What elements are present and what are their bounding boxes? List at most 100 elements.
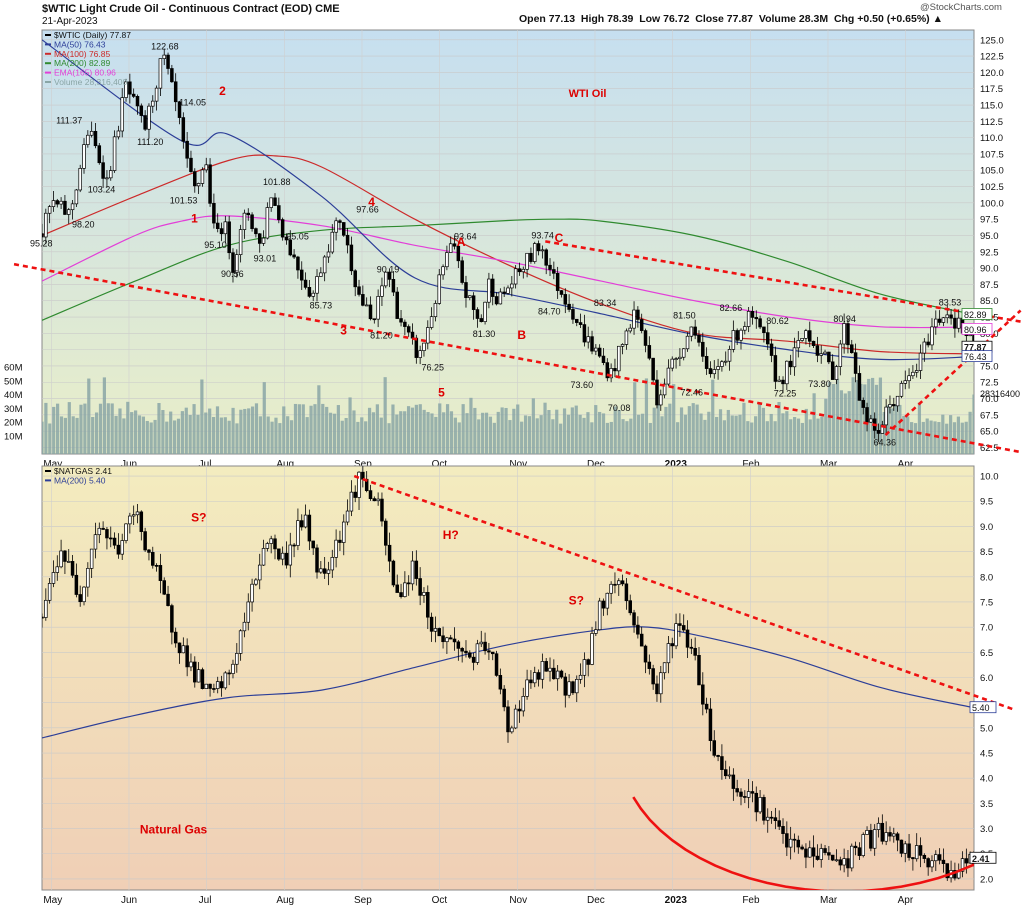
gas-candle-body — [422, 592, 426, 596]
volume-bar — [812, 393, 816, 454]
gas-candle-body — [429, 616, 434, 632]
volume-bar — [566, 414, 571, 454]
oil-candle-body — [231, 252, 235, 273]
oil-x-tick-label: Feb — [742, 459, 760, 470]
gas-candle-body — [548, 667, 552, 672]
gas-candle-body — [643, 645, 648, 663]
gas-candle-body — [448, 637, 453, 640]
oil-candle-body — [605, 362, 610, 379]
volume-bar — [555, 409, 559, 454]
volume-bar — [551, 419, 555, 454]
oil-y-tick-label: 115.0 — [980, 101, 1003, 112]
volume-bar — [512, 408, 516, 454]
gas-candle-body — [109, 537, 113, 540]
volume-bar — [913, 423, 918, 454]
gas-candle-body — [704, 703, 709, 710]
volume-bar — [722, 420, 727, 454]
volume-bar — [586, 412, 590, 454]
oil-candle-body — [723, 360, 728, 363]
chart-header: $WTIC Light Crude Oil - Continuous Contr… — [0, 0, 1024, 30]
oil-candle-body — [536, 243, 541, 252]
oil-candle-body — [330, 231, 335, 253]
gas-candle-body — [208, 683, 212, 689]
volume-bar — [426, 412, 430, 454]
volume-bar — [422, 409, 426, 454]
volume-bar — [375, 404, 379, 454]
gas-candle-body — [701, 684, 705, 705]
volume-bar — [410, 407, 415, 454]
volume-bar — [937, 422, 941, 454]
gas-y-tick-label: 8.5 — [980, 547, 993, 558]
oil-candle-body — [334, 220, 338, 233]
oil-candle-body — [143, 115, 147, 130]
gas-candle-body — [212, 688, 216, 690]
oil-candle-body — [926, 341, 930, 346]
gas-candle-body — [555, 670, 560, 680]
gas-candle-body — [582, 659, 587, 676]
volume-bar — [83, 403, 87, 454]
oil-candle-body — [670, 358, 674, 369]
gas-candle-body — [124, 523, 128, 541]
volume-bar — [605, 422, 610, 454]
gas-x-tick-label: Mar — [820, 895, 838, 906]
gas-y-tick-label: 9.0 — [980, 522, 993, 533]
oil-x-tick-label: Jul — [199, 459, 212, 470]
volume-bar — [219, 417, 223, 454]
volume-bar — [91, 417, 95, 454]
gas-candle-body — [395, 584, 399, 593]
gas-candle-body — [792, 838, 797, 841]
oil-candle-body — [941, 317, 946, 323]
volume-bar — [859, 383, 863, 454]
oil-candle-body — [498, 291, 503, 305]
oil-candle-body — [338, 220, 342, 223]
volume-bar — [652, 407, 656, 454]
volume-bar — [504, 407, 508, 454]
gas-candle-body — [273, 538, 277, 550]
oil-candle-body — [727, 349, 732, 362]
oil-price-label: 72.25 — [774, 389, 797, 399]
gas-candle-body — [345, 510, 350, 523]
volume-bar — [114, 415, 118, 454]
gas-candle-body — [147, 549, 151, 553]
gas-candle-body — [659, 672, 663, 695]
volume-bar — [871, 377, 875, 454]
gas-candle-body — [158, 565, 163, 581]
volume-bar — [477, 419, 481, 454]
volume-bar — [886, 405, 890, 454]
gas-candle-body — [59, 550, 63, 568]
gas-candle-body — [678, 623, 682, 626]
volume-bar — [391, 404, 395, 454]
oil-y-tick-label: 92.5 — [980, 247, 999, 258]
gas-candle-body — [777, 820, 781, 827]
oil-y-tick-label: 112.5 — [980, 117, 1003, 128]
oil-candle-body — [93, 130, 98, 147]
gas-candle-body — [437, 628, 441, 637]
oil-x-tick-label: Oct — [432, 459, 448, 470]
gas-ma200-line — [42, 626, 974, 739]
volume-bar — [956, 416, 961, 454]
gas-candle-body — [242, 621, 247, 632]
volume-bar — [309, 405, 313, 454]
oil-candle-body — [651, 357, 655, 381]
volume-bar — [465, 413, 469, 454]
oil-candle-body — [678, 356, 682, 360]
oil-trendline — [884, 309, 1022, 437]
gas-candle-body — [529, 679, 533, 684]
oil-value-label: 82.89 — [964, 310, 987, 320]
gas-candle-body — [922, 854, 927, 859]
gas-candle-body — [177, 642, 182, 654]
gas-candle-body — [204, 683, 208, 689]
oil-x-tick-label: Aug — [276, 459, 294, 470]
oil-price-label: 93.01 — [254, 254, 277, 264]
volume-bar — [582, 417, 586, 454]
volume-bar — [781, 413, 785, 454]
oil-candle-body — [227, 221, 231, 254]
gas-candle-body — [827, 852, 831, 856]
oil-candle-body — [479, 318, 484, 322]
gas-candle-body — [410, 560, 415, 585]
oil-y-tick-label: 70.0 — [980, 394, 999, 405]
oil-candle-body — [475, 309, 480, 319]
gas-candle-body — [800, 846, 804, 850]
oil-candle-body — [372, 318, 377, 321]
gas-candle-body — [246, 601, 251, 623]
